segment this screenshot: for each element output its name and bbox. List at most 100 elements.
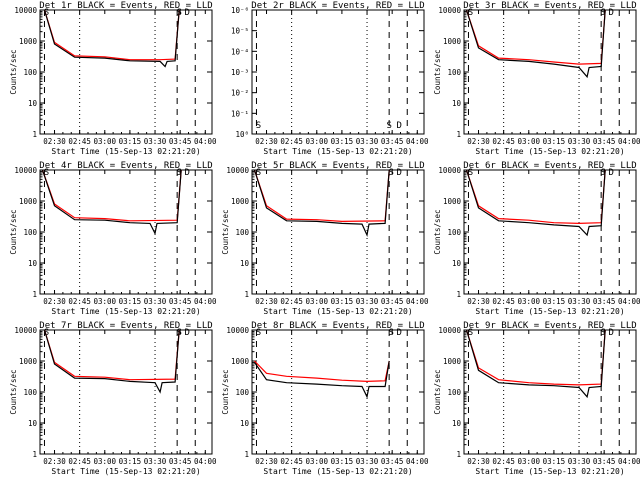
y-tick-label: 10000 <box>14 326 37 335</box>
series-events-line <box>465 170 606 237</box>
y-tick-label: 1 <box>32 290 37 299</box>
x-tick-label: 03:45 <box>381 297 404 306</box>
x-tick-label: 03:00 <box>93 297 116 306</box>
y-axis-label: Counts/sec <box>221 209 230 254</box>
x-tick-label: 02:45 <box>492 457 515 466</box>
x-tick-label: 04:00 <box>406 457 429 466</box>
y-tick-label: 10 <box>28 99 38 108</box>
y-axis-label: Counts/sec <box>9 49 18 94</box>
x-tick-label: 04:00 <box>406 137 429 146</box>
detector-panel-8: Det 8r BLACK = Events, RED = LLD 02:30 02:… <box>221 321 429 476</box>
x-tick-label: 02:45 <box>68 297 91 306</box>
x-tick-label: 03:15 <box>543 297 566 306</box>
y-tick-label: 1000 <box>19 357 38 366</box>
marker-d-label: D <box>184 168 189 178</box>
panel-title: Det 2r BLACK = Events, RED = LLD <box>251 1 424 11</box>
panel-title: Det 7r BLACK = Events, RED = LLD <box>39 321 212 331</box>
y-tick-label: 10000 <box>438 166 461 175</box>
y-axis-label: Counts/sec <box>433 49 442 94</box>
y-tick-label: 100 <box>447 68 461 77</box>
marker-s-label: S <box>256 121 261 131</box>
x-tick-label: 03:45 <box>593 297 616 306</box>
marker-s-label: S <box>600 168 605 178</box>
y-tick-label: 100 <box>447 388 461 397</box>
y-tick-label: 1 <box>32 450 37 459</box>
marker-s-label: S <box>256 168 261 178</box>
detector-panel-9: Det 9r BLACK = Events, RED = LLD 02:30 02:… <box>433 321 640 476</box>
panel-title: Det 3r BLACK = Events, RED = LLD <box>463 1 636 11</box>
detector-panel-4: Det 4r BLACK = Events, RED = LLD 02:30 02:… <box>9 161 217 316</box>
x-tick-label: 02:30 <box>43 297 66 306</box>
y-tick-label: 1000 <box>19 37 38 46</box>
x-tick-label: 03:15 <box>331 297 354 306</box>
x-tick-label: 03:45 <box>169 297 192 306</box>
x-tick-label: 03:45 <box>381 137 404 146</box>
x-tick-label: 02:45 <box>280 457 303 466</box>
x-tick-label: 04:00 <box>194 457 217 466</box>
panel-title: Det 9r BLACK = Events, RED = LLD <box>463 321 636 331</box>
series-events-line <box>43 10 180 68</box>
y-tick-label: 100 <box>235 228 249 237</box>
panel-title: Det 6r BLACK = Events, RED = LLD <box>463 161 636 171</box>
plot-frame <box>39 329 213 455</box>
series-lld-line <box>41 170 182 222</box>
y-tick-label: 100 <box>235 388 249 397</box>
x-tick-label: 03:00 <box>517 137 540 146</box>
detector-panel-7: Det 7r BLACK = Events, RED = LLD 02:30 02:… <box>9 321 217 476</box>
series-events-line <box>465 10 606 79</box>
x-axis-label: Start Time (15-Sep-13 02:21:20) <box>263 307 412 316</box>
x-axis-label: Start Time (15-Sep-13 02:21:20) <box>51 467 200 476</box>
series-events-line <box>253 170 390 237</box>
plot-frame <box>463 329 637 455</box>
marker-s-label: S <box>600 8 605 18</box>
plot-frame <box>251 169 425 295</box>
marker-d-label: D <box>608 168 613 178</box>
x-tick-label: 02:45 <box>68 137 91 146</box>
y-tick-label: 10000 <box>14 166 37 175</box>
x-tick-label: 04:00 <box>618 137 640 146</box>
x-axis-label: Start Time (15-Sep-13 02:21:20) <box>475 467 624 476</box>
y-tick-label: 1 <box>456 130 461 139</box>
marker-s-label: S <box>468 168 473 178</box>
y-tick-label: 1 <box>456 290 461 299</box>
x-tick-label: 03:30 <box>568 297 591 306</box>
series-lld-line <box>43 10 180 61</box>
x-tick-label: 03:15 <box>119 137 142 146</box>
marker-s-label: S <box>388 328 393 338</box>
y-tick-label: 10000 <box>438 326 461 335</box>
marker-s-label: S <box>388 168 393 178</box>
x-tick-label: 03:45 <box>169 457 192 466</box>
marker-s-label: S <box>176 168 181 178</box>
marker-s-label: S <box>44 168 49 178</box>
y-tick-label: 1 <box>244 450 249 459</box>
y-tick-label: 10 <box>28 419 38 428</box>
x-tick-label: 04:00 <box>618 297 640 306</box>
marker-s-label: S <box>468 328 473 338</box>
y-tick-label: 10 <box>452 419 462 428</box>
x-tick-label: 03:00 <box>305 137 328 146</box>
y-axis-label: Counts/sec <box>9 369 18 414</box>
series-lld-line <box>254 360 390 383</box>
x-tick-label: 03:30 <box>144 137 167 146</box>
x-tick-label: 03:00 <box>517 297 540 306</box>
series-lld-line <box>465 330 606 386</box>
marker-s-label: S <box>44 328 49 338</box>
x-tick-label: 03:00 <box>93 457 116 466</box>
series-events-line <box>465 330 606 399</box>
y-axis-label: Counts/sec <box>433 209 442 254</box>
series-events-line <box>43 330 180 394</box>
x-tick-label: 04:00 <box>194 137 217 146</box>
detector-panel-2: Det 2r BLACK = Events, RED = LLD 02:30 02:… <box>231 1 429 156</box>
plot-frame <box>251 9 425 135</box>
y-tick-label: 10⁰ <box>235 130 249 139</box>
x-tick-label: 02:45 <box>68 457 91 466</box>
y-axis-label: Counts/sec <box>221 369 230 414</box>
x-tick-label: 02:45 <box>280 297 303 306</box>
x-tick-label: 03:15 <box>119 297 142 306</box>
y-tick-label: 1000 <box>443 37 462 46</box>
y-axis-label: Counts/sec <box>433 369 442 414</box>
y-tick-label: 10⁻⁵ <box>231 27 249 36</box>
x-tick-label: 03:45 <box>593 457 616 466</box>
marker-d-label: D <box>184 328 189 338</box>
